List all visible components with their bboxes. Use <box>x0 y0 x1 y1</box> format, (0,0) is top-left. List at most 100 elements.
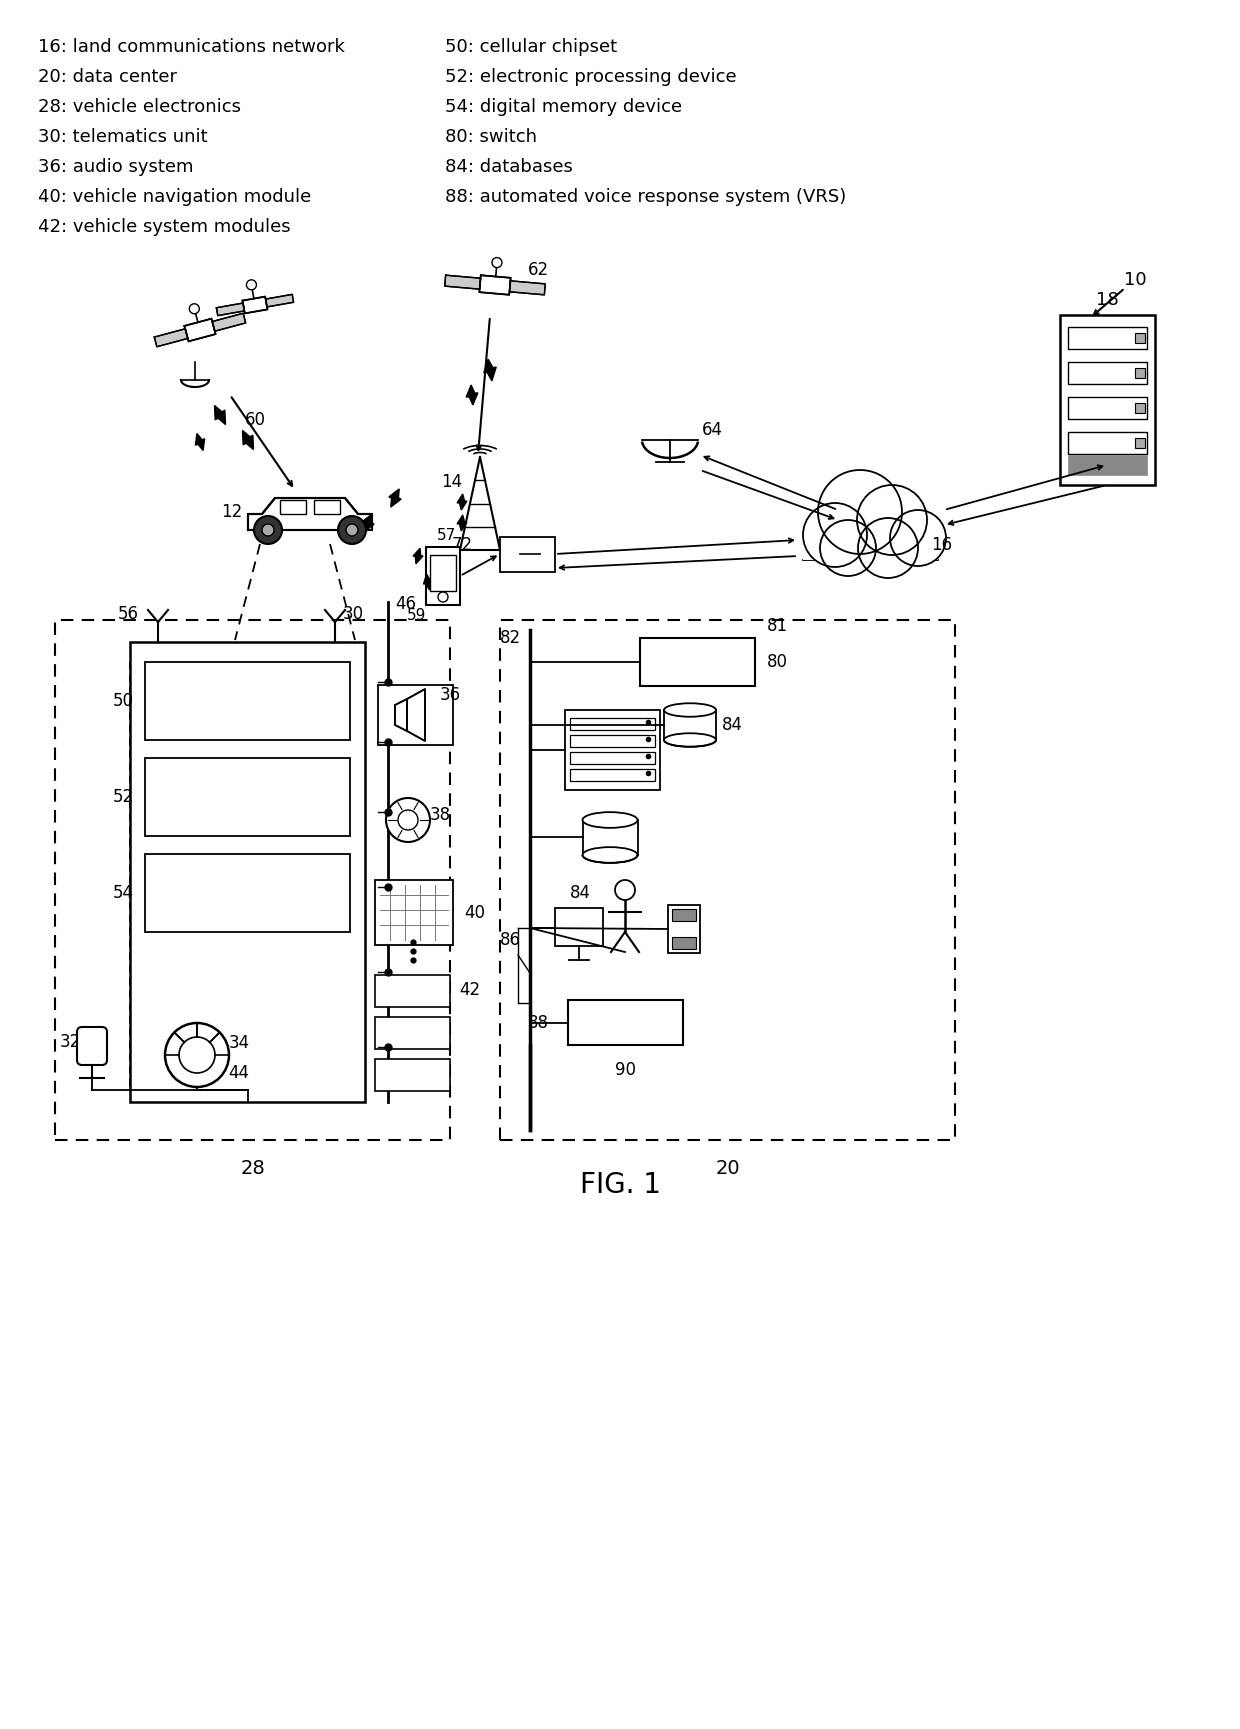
Bar <box>378 685 453 745</box>
Bar <box>145 662 350 740</box>
Bar <box>1068 361 1147 384</box>
Bar <box>145 757 350 837</box>
Text: 50: cellular chipset: 50: cellular chipset <box>445 38 618 55</box>
Bar <box>427 546 460 605</box>
Circle shape <box>820 520 875 576</box>
Bar <box>1135 368 1145 379</box>
Text: 88: automated voice response system (VRS): 88: automated voice response system (VRS… <box>445 188 846 206</box>
Bar <box>672 937 696 949</box>
Bar <box>145 854 350 932</box>
Bar <box>568 999 683 1044</box>
Ellipse shape <box>663 733 715 747</box>
Polygon shape <box>413 548 423 564</box>
Text: 80: 80 <box>766 654 787 671</box>
Text: 54: 54 <box>113 884 134 903</box>
Polygon shape <box>215 406 226 425</box>
Polygon shape <box>243 297 268 313</box>
Circle shape <box>857 486 928 555</box>
Circle shape <box>438 591 448 602</box>
Bar <box>1135 437 1145 448</box>
Bar <box>430 555 456 591</box>
Circle shape <box>890 510 946 565</box>
Text: 10: 10 <box>1123 271 1146 289</box>
Text: 46: 46 <box>396 595 417 614</box>
Bar <box>55 621 450 1139</box>
Text: 44: 44 <box>228 1063 249 1082</box>
Polygon shape <box>212 313 246 332</box>
Circle shape <box>179 1037 215 1074</box>
Bar <box>1068 398 1147 418</box>
Text: 59: 59 <box>407 607 427 622</box>
Text: 86: 86 <box>500 930 521 949</box>
Text: 60: 60 <box>244 412 265 429</box>
Polygon shape <box>362 514 374 533</box>
Bar <box>1135 403 1145 413</box>
Polygon shape <box>445 275 481 289</box>
Polygon shape <box>185 318 216 341</box>
Text: 72: 72 <box>451 536 472 553</box>
Circle shape <box>346 524 358 536</box>
Circle shape <box>339 515 366 545</box>
Bar <box>565 711 660 790</box>
Text: 80: switch: 80: switch <box>445 128 537 145</box>
Ellipse shape <box>583 847 637 863</box>
Bar <box>570 769 655 782</box>
Text: 81: 81 <box>766 617 787 635</box>
Text: 20: 20 <box>715 1158 740 1177</box>
Ellipse shape <box>663 704 715 718</box>
Polygon shape <box>407 688 425 742</box>
Text: 42: vehicle system modules: 42: vehicle system modules <box>38 218 290 235</box>
Bar <box>804 531 937 560</box>
Text: 20: data center: 20: data center <box>38 67 177 86</box>
Circle shape <box>262 524 274 536</box>
Text: 30: telematics unit: 30: telematics unit <box>38 128 207 145</box>
Polygon shape <box>154 329 187 348</box>
Circle shape <box>254 515 281 545</box>
Bar <box>1068 455 1147 475</box>
Bar <box>374 975 450 1006</box>
Text: FIG. 1: FIG. 1 <box>579 1171 661 1198</box>
FancyBboxPatch shape <box>77 1027 107 1065</box>
Text: 84: 84 <box>569 884 590 903</box>
Bar <box>570 735 655 747</box>
Text: 34: 34 <box>228 1034 249 1051</box>
Bar <box>500 538 556 572</box>
Text: 16: land communications network: 16: land communications network <box>38 38 345 55</box>
Text: 38: 38 <box>429 806 450 825</box>
Text: 88: 88 <box>527 1013 548 1032</box>
Polygon shape <box>217 303 244 316</box>
Text: 14: 14 <box>441 474 463 491</box>
Text: 32: 32 <box>60 1032 81 1051</box>
Text: 54: digital memory device: 54: digital memory device <box>445 99 682 116</box>
Text: 36: 36 <box>439 686 460 704</box>
Text: 36: audio system: 36: audio system <box>38 157 193 176</box>
Text: 62: 62 <box>527 261 548 278</box>
Text: 84: 84 <box>722 716 743 735</box>
Polygon shape <box>389 489 401 507</box>
Circle shape <box>804 503 867 567</box>
Bar <box>570 752 655 764</box>
Polygon shape <box>248 498 372 531</box>
Polygon shape <box>265 294 294 308</box>
Text: 52: 52 <box>113 788 134 806</box>
Text: 50: 50 <box>113 692 134 711</box>
Bar <box>1135 334 1145 342</box>
Text: 28: 28 <box>241 1158 265 1177</box>
Text: 56: 56 <box>118 605 139 622</box>
Text: 82: 82 <box>500 629 521 647</box>
Polygon shape <box>396 699 407 731</box>
Text: 42: 42 <box>460 980 481 999</box>
Text: 28: vehicle electronics: 28: vehicle electronics <box>38 99 241 116</box>
Bar <box>556 908 603 946</box>
Bar <box>1068 327 1147 349</box>
Bar <box>314 500 340 514</box>
Circle shape <box>398 809 418 830</box>
Text: 90: 90 <box>615 1062 636 1079</box>
Bar <box>500 621 955 1139</box>
Circle shape <box>818 470 901 553</box>
Bar <box>374 1017 450 1050</box>
Ellipse shape <box>583 813 637 828</box>
Text: 52: electronic processing device: 52: electronic processing device <box>445 67 737 86</box>
Polygon shape <box>243 431 253 450</box>
Bar <box>668 904 701 953</box>
